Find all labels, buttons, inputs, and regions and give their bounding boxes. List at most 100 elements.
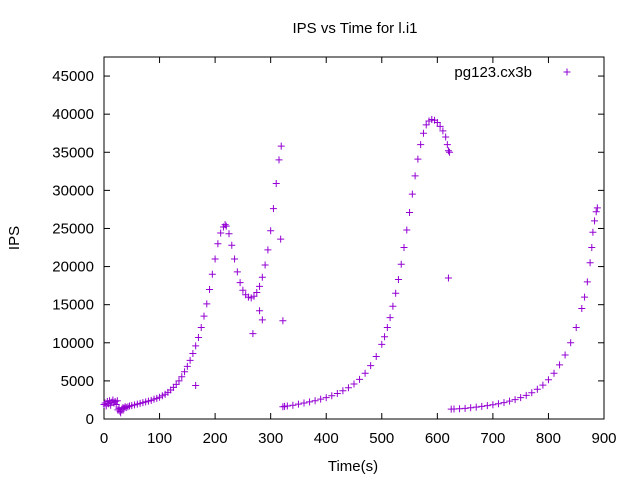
data-point <box>258 273 266 281</box>
data-point <box>381 333 389 341</box>
y-tick-label: 30000 <box>52 182 94 199</box>
data-point <box>489 401 497 409</box>
data-point <box>356 375 364 383</box>
data-point <box>322 394 330 402</box>
data-point <box>225 230 233 238</box>
data-point <box>261 261 269 269</box>
data-point <box>408 190 416 198</box>
data-point <box>411 172 419 180</box>
data-point <box>328 392 336 400</box>
data-point <box>417 141 425 149</box>
data-point <box>333 389 341 397</box>
data-point <box>283 402 291 410</box>
axis-ticks: 0 100 200 300 400 500 600 700 800 900 0 5000 10000 15… <box>52 57 617 447</box>
legend: pg123.cx3b <box>454 64 571 81</box>
data-point <box>221 221 229 229</box>
data-point <box>511 396 519 404</box>
data-point <box>300 399 308 407</box>
data-point <box>419 129 427 137</box>
data-point <box>394 276 402 284</box>
data-point <box>253 288 261 296</box>
data-point <box>494 400 502 408</box>
data-point <box>506 397 514 405</box>
data-point <box>272 180 280 188</box>
data-point <box>550 369 558 377</box>
data-point <box>572 324 580 332</box>
y-tick-label: 10000 <box>52 335 94 352</box>
data-point <box>200 312 208 320</box>
y-tick-label: 0 <box>86 411 94 428</box>
data-point <box>386 314 394 322</box>
data-point <box>472 403 480 411</box>
data-point <box>267 227 275 235</box>
data-point <box>406 208 414 216</box>
data-point <box>400 244 408 252</box>
data-point <box>528 389 536 397</box>
data-point <box>467 404 475 412</box>
data-point <box>117 409 125 417</box>
data-point <box>350 380 358 388</box>
plot-frame <box>103 56 605 420</box>
data-point <box>231 255 239 263</box>
data-point <box>214 240 222 248</box>
data-point <box>383 324 391 332</box>
data-point <box>436 122 444 130</box>
data-point <box>461 404 469 412</box>
data-point <box>217 229 225 237</box>
data-point <box>279 317 287 325</box>
data-point <box>500 399 508 407</box>
data-point <box>192 381 200 389</box>
y-tick-label: 40000 <box>52 106 94 123</box>
data-point <box>269 205 277 213</box>
x-tick-label: 200 <box>203 430 228 447</box>
data-point <box>197 324 205 332</box>
data-point <box>439 127 447 135</box>
data-point <box>306 398 314 406</box>
data-point <box>591 217 599 225</box>
x-tick-label: 900 <box>591 430 616 447</box>
data-point <box>236 279 244 287</box>
legend-label: pg123.cx3b <box>454 64 532 81</box>
data-point <box>249 330 257 338</box>
data-point <box>592 208 600 216</box>
data-point <box>561 351 569 359</box>
data-point <box>211 255 219 263</box>
x-tick-label: 0 <box>100 430 108 447</box>
data-point <box>192 342 200 350</box>
x-tick-label: 600 <box>425 430 450 447</box>
data-point <box>367 362 375 370</box>
data-point <box>483 402 491 410</box>
data-point <box>275 156 283 164</box>
data-point <box>233 268 241 276</box>
data-point <box>392 289 400 297</box>
data-point <box>194 333 202 341</box>
data-point <box>124 403 132 411</box>
data-point <box>414 155 422 163</box>
data-point <box>277 235 285 243</box>
legend-marker-symbol <box>563 68 571 76</box>
data-point <box>256 307 264 315</box>
data-point <box>361 369 369 377</box>
data-point <box>589 228 597 236</box>
data-point <box>277 142 285 150</box>
legend-marker <box>563 68 571 76</box>
data-point <box>544 376 552 384</box>
y-tick-label: 15000 <box>52 297 94 314</box>
data-point <box>175 377 183 385</box>
y-axis-label: IPS <box>6 226 23 250</box>
data-point <box>522 391 530 399</box>
data-point <box>567 339 575 347</box>
data-point <box>289 401 297 409</box>
data-point <box>339 387 347 395</box>
data-point <box>556 361 564 369</box>
data-point <box>189 349 197 357</box>
data-point <box>593 204 601 212</box>
data-point <box>444 274 452 282</box>
data-point <box>239 286 247 294</box>
data-point <box>378 340 386 348</box>
data-point <box>317 395 325 403</box>
x-tick-label: 800 <box>536 430 561 447</box>
data-point <box>122 404 130 412</box>
y-tick-label: 35000 <box>52 144 94 161</box>
